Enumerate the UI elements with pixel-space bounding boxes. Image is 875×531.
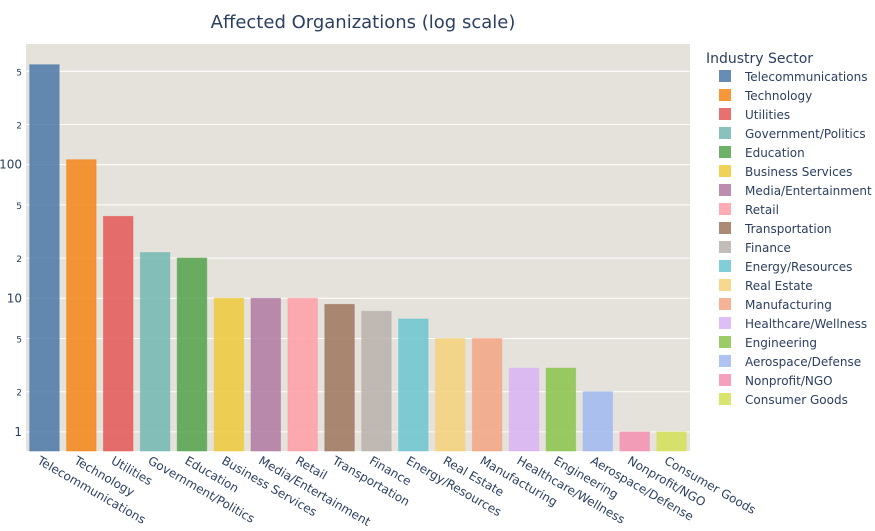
legend-item-label: Healthcare/Wellness bbox=[745, 317, 867, 331]
bar-healthcare-wellness bbox=[508, 367, 540, 452]
legend-swatch bbox=[719, 355, 731, 367]
legend-title: Industry Sector bbox=[706, 51, 813, 67]
y-tick-label: 2 bbox=[16, 255, 22, 265]
legend-item-label: Retail bbox=[745, 203, 779, 217]
legend-item-label: Finance bbox=[745, 241, 791, 255]
legend-swatch bbox=[719, 222, 731, 234]
y-tick-label: 2 bbox=[16, 389, 22, 399]
bar-government-politics bbox=[139, 252, 171, 452]
legend-swatch bbox=[719, 70, 731, 82]
legend-item-label: Nonprofit/NGO bbox=[745, 374, 833, 388]
legend-swatch bbox=[719, 146, 731, 158]
y-tick-label: 5 bbox=[16, 202, 22, 212]
bar-business-services bbox=[213, 297, 245, 452]
legend-swatch bbox=[719, 203, 731, 215]
chart-title: Affected Organizations (log scale) bbox=[211, 12, 516, 33]
bar-real-estate bbox=[434, 338, 466, 452]
bar-finance bbox=[361, 310, 392, 452]
bar-manufacturing bbox=[471, 338, 503, 452]
legend-item-label: Aerospace/Defense bbox=[745, 355, 861, 369]
legend-swatch bbox=[719, 317, 731, 329]
legend-item-label: Telecommunications bbox=[744, 70, 867, 84]
legend-item-label: Real Estate bbox=[745, 279, 813, 293]
bar-energy-resources bbox=[398, 318, 429, 452]
legend-item-label: Technology bbox=[744, 89, 812, 103]
bar-media-entertainment bbox=[250, 297, 282, 452]
bar-education bbox=[176, 257, 208, 452]
bar-retail bbox=[287, 297, 318, 452]
legend-swatch bbox=[719, 89, 731, 101]
legend-swatch bbox=[719, 336, 731, 348]
legend-item-label: Energy/Resources bbox=[745, 260, 852, 274]
bar-technology bbox=[66, 159, 97, 452]
legend-swatch bbox=[719, 279, 731, 291]
y-tick-label: 1 bbox=[14, 425, 22, 439]
legend-item-label: Utilities bbox=[745, 108, 790, 122]
bar-telecommunications bbox=[29, 64, 60, 452]
legend-swatch bbox=[719, 374, 731, 386]
y-tick-label: 5 bbox=[16, 68, 22, 78]
legend-swatch bbox=[719, 241, 731, 253]
y-tick-label: 100 bbox=[0, 158, 22, 172]
bar-aerospace-defense bbox=[582, 391, 614, 452]
y-tick-label: 10 bbox=[7, 291, 22, 305]
plot-background bbox=[26, 44, 690, 451]
legend-item-label: Transportation bbox=[744, 222, 832, 236]
legend-item-label: Education bbox=[745, 146, 805, 160]
legend-item-label: Engineering bbox=[745, 336, 817, 350]
legend-swatch bbox=[719, 298, 731, 310]
y-tick-label: 5 bbox=[16, 336, 22, 346]
legend-swatch bbox=[719, 165, 731, 177]
legend-swatch bbox=[719, 108, 731, 120]
legend-item-label: Consumer Goods bbox=[745, 393, 848, 407]
bar-transportation bbox=[324, 303, 355, 452]
legend-item-label: Manufacturing bbox=[745, 298, 832, 312]
legend-swatch bbox=[719, 393, 731, 405]
bar-engineering bbox=[545, 367, 577, 452]
legend-swatch bbox=[719, 127, 731, 139]
bar-nonprofit-ngo bbox=[619, 431, 650, 452]
y-tick-label: 2 bbox=[16, 121, 22, 131]
legend-item-label: Government/Politics bbox=[745, 127, 866, 141]
bar-utilities bbox=[102, 215, 134, 452]
legend-swatch bbox=[719, 184, 731, 196]
legend-item-label: Media/Entertainment bbox=[745, 184, 872, 198]
legend-swatch bbox=[719, 260, 731, 272]
bar-consumer-goods bbox=[656, 431, 687, 452]
legend-item-label: Business Services bbox=[745, 165, 852, 179]
